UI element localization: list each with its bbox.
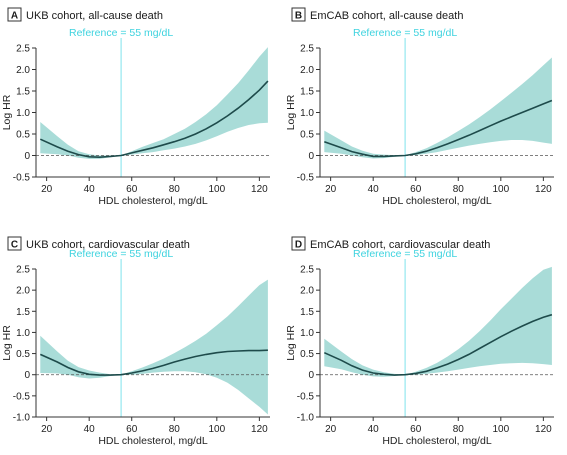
x-tick-label: 20 xyxy=(41,424,53,435)
chart-svg-a: A UKB cohort, all-cause death Reference = … xyxy=(1,7,270,207)
y-tick-label: -0.5 xyxy=(297,391,315,402)
chart-panel-d: D EmCAB cohort, cardiovascular death Refer… xyxy=(284,229,567,449)
panel-letter: C xyxy=(11,240,18,251)
x-tick-label: 80 xyxy=(169,184,181,195)
y-tick-label: 1.5 xyxy=(300,87,314,98)
y-tick-label: 2.0 xyxy=(16,286,30,297)
y-tick-label: 2.5 xyxy=(300,265,314,276)
chart-panel-a: A UKB cohort, all-cause death Reference = … xyxy=(0,0,283,220)
x-tick-label: 80 xyxy=(169,424,181,435)
x-tick-label: 120 xyxy=(535,424,552,435)
reference-label: Reference = 55 mg/dL xyxy=(69,248,173,260)
x-tick-label: 100 xyxy=(492,184,509,195)
x-tick-label: 100 xyxy=(492,424,509,435)
y-tick-label: -1.0 xyxy=(13,413,31,424)
panel-letter: A xyxy=(11,11,18,22)
x-tick-label: 100 xyxy=(208,424,225,435)
x-tick-label: 40 xyxy=(84,184,96,195)
x-tick-label: 60 xyxy=(126,184,138,195)
x-axis-title: HDL cholesterol, mg/dL xyxy=(98,435,207,447)
reference-label: Reference = 55 mg/dL xyxy=(353,248,457,260)
y-tick-label: 1.5 xyxy=(16,87,30,98)
y-tick-label: 2.5 xyxy=(16,265,30,276)
x-tick-label: 100 xyxy=(208,184,225,195)
y-tick-label: -0.5 xyxy=(13,391,31,402)
panel-title: UKB cohort, cardiovascular death xyxy=(26,239,190,251)
y-axis-title: Log HR xyxy=(1,94,13,130)
y-tick-label: 2.5 xyxy=(16,44,30,55)
y-tick-label: -0.5 xyxy=(297,173,315,184)
chart-panel-b: B EmCAB cohort, all-cause death Reference … xyxy=(284,0,567,220)
reference-label: Reference = 55 mg/dL xyxy=(353,27,457,39)
y-tick-label: 2.0 xyxy=(300,286,314,297)
log-hr-curve xyxy=(39,80,269,159)
x-tick-label: 20 xyxy=(325,424,337,435)
x-tick-label: 60 xyxy=(410,424,422,435)
y-axis-title: Log HR xyxy=(1,325,13,361)
panel-title: EmCAB cohort, all-cause death xyxy=(310,10,463,22)
x-axis-title: HDL cholesterol, mg/dL xyxy=(382,195,491,207)
y-tick-label: 0.5 xyxy=(300,130,314,141)
x-tick-label: 40 xyxy=(84,424,96,435)
y-tick-label: -0.5 xyxy=(13,173,31,184)
reference-label: Reference = 55 mg/dL xyxy=(69,27,173,39)
chart-svg-d: D EmCAB cohort, cardiovascular deathRefer… xyxy=(285,236,554,447)
log-hr-curve xyxy=(39,349,268,376)
x-axis-title: HDL cholesterol, mg/dL xyxy=(382,435,491,447)
x-tick-label: 120 xyxy=(251,184,268,195)
y-tick-label: 1.0 xyxy=(300,328,314,339)
x-tick-label: 120 xyxy=(535,184,552,195)
y-axis-title: Log HR xyxy=(285,94,297,130)
panel-letter-box xyxy=(291,7,306,22)
y-tick-label: 0 xyxy=(308,151,314,162)
x-tick-label: 80 xyxy=(453,424,465,435)
y-tick-label: 2.0 xyxy=(16,65,30,76)
y-tick-label: 0 xyxy=(24,151,30,162)
x-tick-label: 40 xyxy=(368,184,380,195)
confidence-band xyxy=(40,279,268,415)
panel-letter: D xyxy=(295,240,302,251)
x-tick-label: 20 xyxy=(325,184,337,195)
chart-svg-b: B EmCAB cohort, all-cause death Reference … xyxy=(285,7,554,207)
x-tick-label: 60 xyxy=(410,184,422,195)
log-hr-curve xyxy=(323,313,553,376)
y-tick-label: 1.0 xyxy=(16,328,30,339)
panel-letter-box xyxy=(7,236,22,251)
panel-title: UKB cohort, all-cause death xyxy=(26,10,163,22)
panel-title: EmCAB cohort, cardiovascular death xyxy=(310,239,490,251)
x-tick-label: 20 xyxy=(41,184,53,195)
y-tick-label: 1.5 xyxy=(300,307,314,318)
panel-letter-box xyxy=(7,7,22,22)
y-tick-label: 1.0 xyxy=(300,108,314,119)
confidence-band xyxy=(40,47,268,159)
log-hr-curve xyxy=(324,99,553,158)
panel-letter-box xyxy=(291,236,306,251)
y-tick-label: 0.5 xyxy=(16,130,30,141)
y-tick-label: 0.5 xyxy=(300,349,314,360)
panel-letter: B xyxy=(295,11,302,22)
x-tick-label: 40 xyxy=(368,424,380,435)
y-tick-label: 2.5 xyxy=(300,44,314,55)
x-tick-label: 60 xyxy=(126,424,138,435)
chart-panel-c: C UKB cohort, cardiovascular death Referen… xyxy=(0,229,283,449)
confidence-band xyxy=(324,266,552,377)
y-tick-label: -1.0 xyxy=(297,413,315,424)
y-tick-label: 0 xyxy=(24,370,30,381)
x-tick-label: 120 xyxy=(251,424,268,435)
x-tick-label: 80 xyxy=(453,184,465,195)
y-tick-label: 1.5 xyxy=(16,307,30,318)
y-tick-label: 2.0 xyxy=(300,65,314,76)
y-tick-label: 1.0 xyxy=(16,108,30,119)
y-tick-label: 0.5 xyxy=(16,349,30,360)
confidence-band xyxy=(324,57,552,159)
chart-svg-c: C UKB cohort, cardiovascular deathReferen… xyxy=(1,236,270,447)
y-axis-title: Log HR xyxy=(285,325,297,361)
x-axis-title: HDL cholesterol, mg/dL xyxy=(98,195,207,207)
y-tick-label: 0 xyxy=(308,370,314,381)
